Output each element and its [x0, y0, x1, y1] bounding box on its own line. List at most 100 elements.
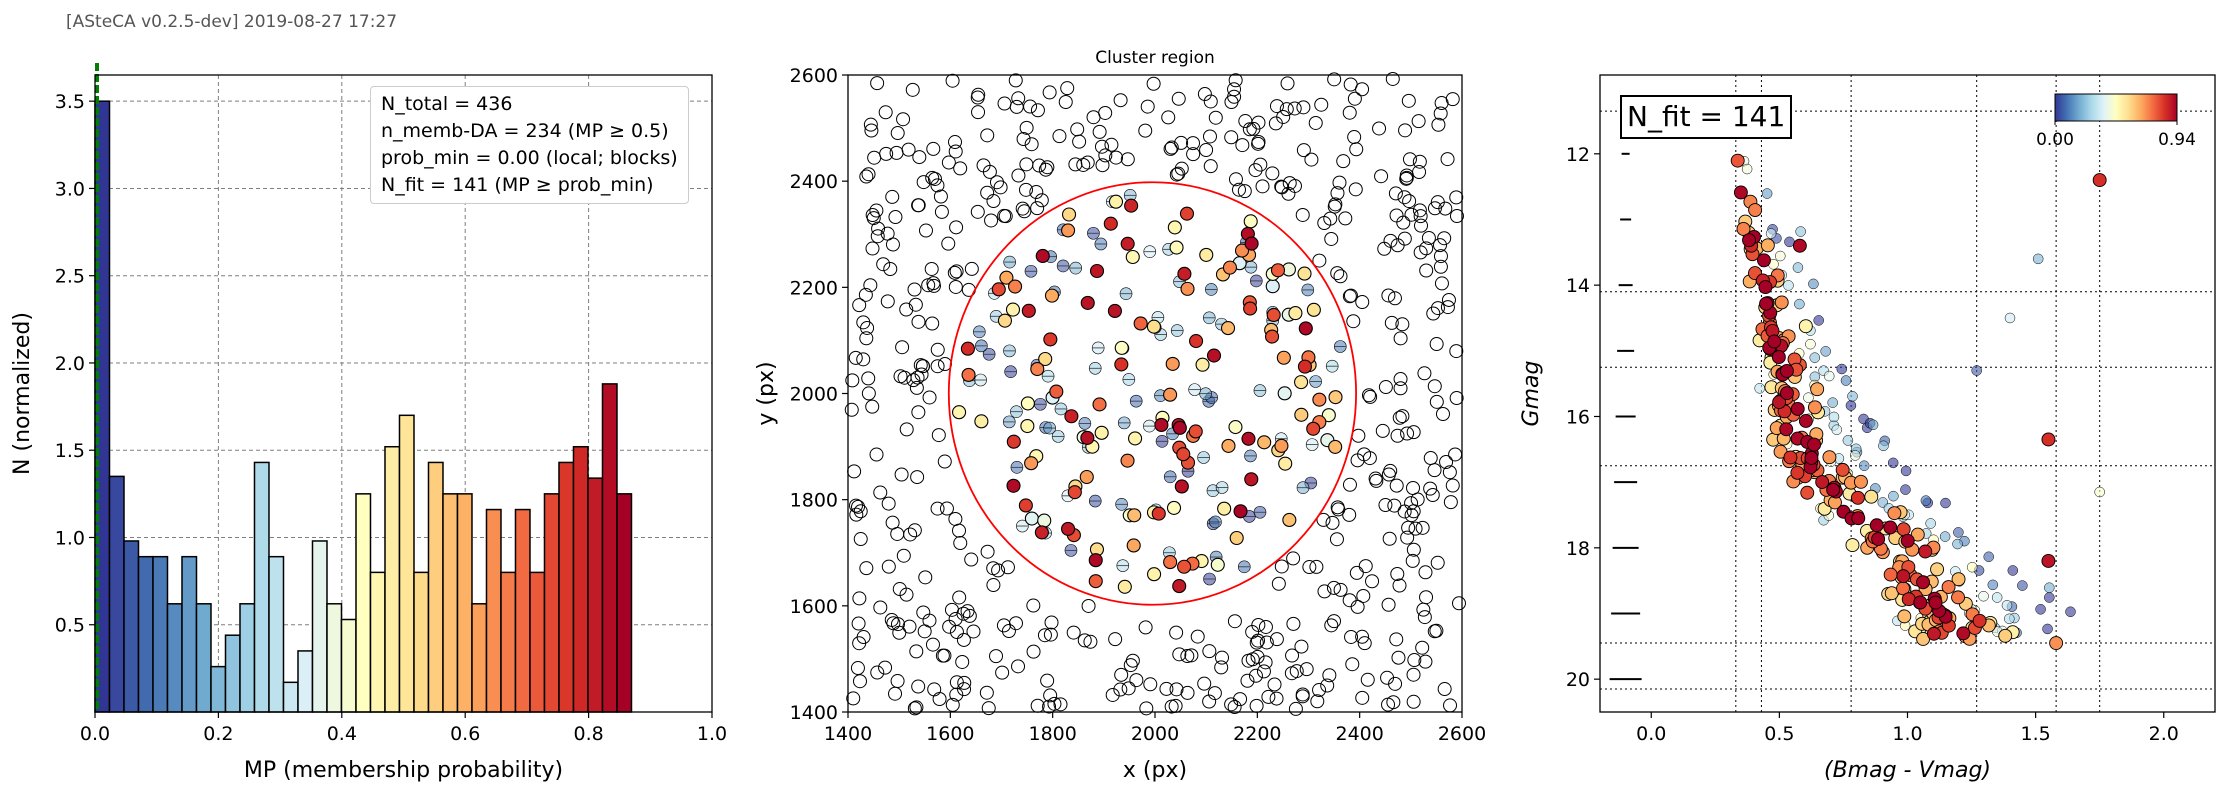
cmd-star: [1853, 474, 1868, 489]
member-star: [1180, 281, 1195, 296]
field-star: [1401, 93, 1416, 108]
field-star: [1327, 72, 1342, 87]
field-star: [1164, 140, 1179, 155]
field-star: [1227, 700, 1242, 715]
cmd-star: [1987, 579, 1999, 591]
field-star: [1215, 650, 1230, 665]
y-tick-label: 3.5: [55, 91, 85, 113]
field-star: [1224, 130, 1239, 145]
member-star: [1018, 498, 1033, 513]
cmd-star: [1972, 613, 1987, 628]
field-star: [1389, 208, 1404, 223]
cmd-star: [1795, 226, 1806, 237]
member-star: [1061, 223, 1076, 238]
cmd-star: [1813, 315, 1824, 326]
field-star: [1253, 157, 1268, 172]
field-star: [1274, 179, 1289, 194]
field-star: [1433, 249, 1448, 264]
field-star: [911, 405, 926, 420]
cmd-star: [1928, 595, 1943, 610]
cmd-star: [1827, 397, 1838, 408]
y-tick-label: 20: [1566, 669, 1590, 691]
field-star: [1338, 211, 1353, 226]
member-star: [1306, 421, 1321, 436]
x-axis-label: x (px): [1123, 758, 1187, 783]
field-star: [1410, 492, 1425, 507]
field-star: [1161, 110, 1176, 125]
field-star: [1268, 116, 1283, 131]
member-star: [1008, 279, 1023, 294]
field-star: [1228, 73, 1243, 88]
field-star: [1308, 115, 1323, 130]
field-star: [1429, 337, 1444, 352]
field-star: [1238, 114, 1253, 129]
cmd-star: [1840, 375, 1852, 386]
field-star: [1109, 150, 1124, 165]
x-tick-label: 1800: [1028, 723, 1076, 745]
field-star: [1427, 624, 1442, 639]
cmd-star: [1783, 450, 1798, 465]
cmd-star: [1842, 435, 1854, 446]
member-star: [1241, 431, 1256, 446]
field-star: [870, 665, 885, 680]
field-star: [880, 226, 895, 241]
histogram-bar: [587, 477, 604, 713]
cmd-star: [1808, 278, 1819, 290]
field-star: [1415, 640, 1430, 655]
cmd-star: [1983, 551, 1994, 563]
field-star: [1393, 372, 1408, 387]
member-star: [1294, 407, 1309, 422]
cmd-star: [1804, 451, 1819, 465]
field-star: [989, 649, 1004, 664]
histogram-bar: [616, 493, 633, 713]
field-star: [1034, 193, 1049, 208]
cmd-star: [2004, 312, 2016, 324]
field-star: [1374, 169, 1389, 184]
cmd-star: [1790, 401, 1805, 416]
field-star: [941, 155, 956, 170]
member-star: [1306, 302, 1321, 317]
member-star: [1177, 559, 1192, 574]
cmd-star: [1775, 250, 1786, 262]
cmd-star: [1792, 262, 1804, 273]
field-star: [1058, 95, 1073, 110]
cmd-star: [1774, 295, 1789, 310]
field-star: [1104, 137, 1119, 152]
field-star: [892, 582, 907, 597]
field-star: [1449, 344, 1464, 359]
member-star: [1089, 263, 1105, 279]
field-star: [1388, 186, 1403, 201]
y-tick-label: 0.5: [55, 615, 85, 637]
field-star: [1443, 495, 1458, 510]
field-star: [1320, 678, 1335, 693]
field-star: [845, 373, 860, 388]
histogram-bar: [558, 461, 575, 713]
cmd-star: [1900, 484, 1911, 495]
field-star: [1406, 542, 1421, 557]
cmd-star: [2044, 592, 2055, 603]
x-tick-label: 1.5: [2021, 723, 2051, 745]
field-star: [949, 264, 964, 279]
y-tick-label: 2600: [790, 65, 838, 87]
field-star: [1449, 190, 1464, 205]
member-star: [1080, 295, 1095, 310]
field-star: [1258, 655, 1273, 670]
field-star: [1400, 426, 1415, 441]
member-star: [1244, 236, 1259, 251]
field-star: [1347, 130, 1362, 145]
field-star: [1314, 97, 1329, 112]
field-star: [980, 185, 995, 200]
member-star: [1174, 479, 1189, 494]
field-star: [991, 563, 1006, 578]
field-star: [1070, 122, 1085, 137]
axes-frame: [1599, 74, 2216, 713]
histogram-bar: [282, 681, 299, 713]
field-star: [846, 691, 861, 706]
field-star: [1190, 629, 1205, 644]
cmd-star: [1754, 383, 1765, 394]
field-star: [926, 278, 941, 293]
member-star: [1044, 288, 1060, 303]
member-star: [1067, 485, 1082, 500]
field-star: [869, 203, 884, 218]
